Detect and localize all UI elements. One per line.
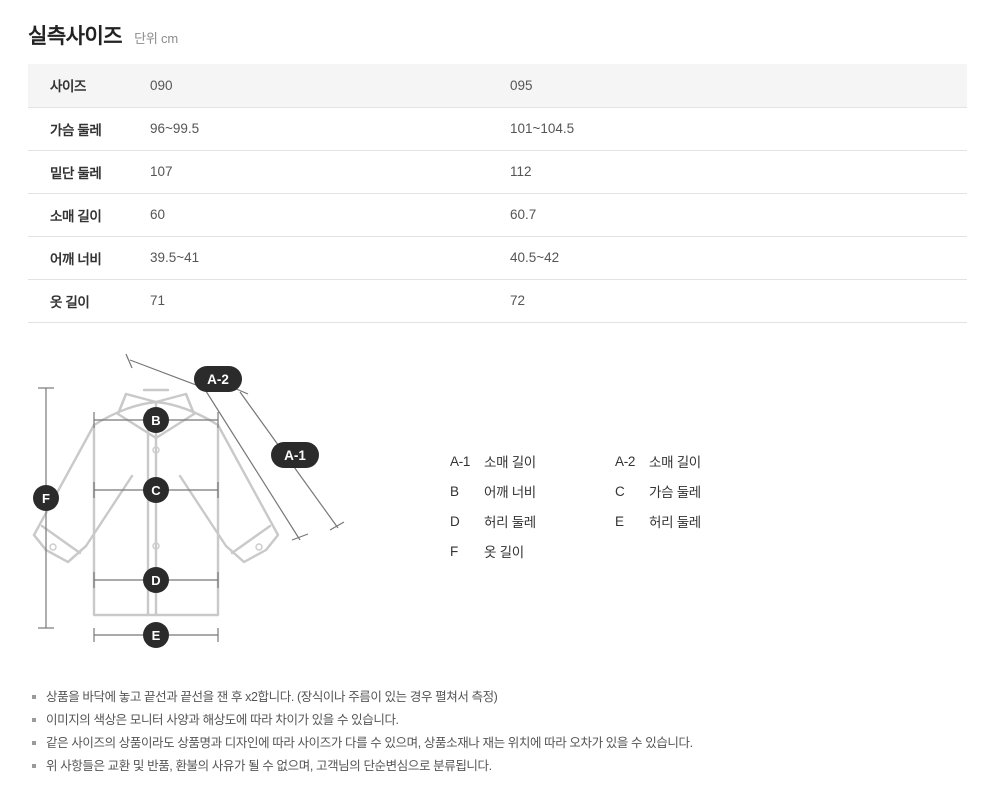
legend-item-f: F 옷 길이 [450,536,615,566]
size-table-body: 사이즈 090 095 가슴 둘레 96~99.5 101~104.5 밑단 둘… [28,64,967,323]
bullet-icon [32,741,36,745]
marker-c-label: C [151,483,161,498]
row-label: 가슴 둘레 [28,107,150,151]
legend-code: C [615,483,625,499]
legend-label: 소매 길이 [649,455,701,470]
footnote-text: 같은 사이즈의 상품이라도 상품명과 디자인에 따라 사이즈가 다를 수 있으며… [46,736,693,750]
table-row: 가슴 둘레 96~99.5 101~104.5 [28,107,967,151]
measurement-legend: A-1 소매 길이 A-2 소매 길이 B 어깨 너비 C 가슴 둘레 D 허리… [450,446,850,566]
cell-size-090: 96~99.5 [150,107,510,151]
bullet-icon [32,718,36,722]
table-row-header: 사이즈 090 095 [28,64,967,108]
footnote-item: 같은 사이즈의 상품이라도 상품명과 디자인에 따라 사이즈가 다를 수 있으며… [30,732,960,754]
marker-a1-badge: A-1 [271,442,319,468]
marker-b-label: B [151,413,160,428]
marker-a2-label: A-2 [207,372,229,387]
marker-f-label: F [42,491,50,506]
marker-a1-label: A-1 [284,448,306,463]
footnotes: 상품을 바닥에 놓고 끝선과 끝선을 잰 후 x2합니다. (장식이나 주름이 … [30,686,960,778]
legend-item-a2: A-2 소매 길이 [615,446,780,476]
legend-code: B [450,483,459,499]
measurement-diagram: F B C D E A-2 [28,350,428,660]
marker-e-label: E [152,628,161,643]
marker-c-badge: C [143,477,169,503]
marker-e-badge: E [143,622,169,648]
legend-code: A-2 [615,453,636,469]
row-label: 옷 길이 [28,279,150,323]
row-label: 밑단 둘레 [28,150,150,194]
unit-label: 단위 cm [134,31,178,46]
cell-size-095: 101~104.5 [510,107,967,151]
marker-d-label: D [151,573,160,588]
legend-label: 어깨 너비 [484,485,536,500]
footnote-text: 위 사항들은 교환 및 반품, 환불의 사유가 될 수 없으며, 고객님의 단순… [46,759,492,773]
legend-code: A-1 [450,453,471,469]
legend-label: 가슴 둘레 [649,485,701,500]
cell-size-090: 60 [150,193,510,237]
cell-size-095: 60.7 [510,193,967,237]
marker-b-badge: B [143,407,169,433]
legend-label: 허리 둘레 [649,515,701,530]
legend-label: 소매 길이 [484,455,536,470]
legend-item-b: B 어깨 너비 [450,476,615,506]
footnote-item: 위 사항들은 교환 및 반품, 환불의 사유가 될 수 없으며, 고객님의 단순… [30,755,960,777]
legend-label: 옷 길이 [484,545,524,560]
marker-a2-badge: A-2 [194,366,242,392]
cell-size-090: 71 [150,279,510,323]
page-title: 실측사이즈 [28,25,123,48]
legend-code: D [450,513,460,529]
marker-badges: F B C D E A-2 [33,366,319,648]
cell-size-095: 72 [510,279,967,323]
legend-label: 허리 둘레 [484,515,536,530]
footnote-item: 상품을 바닥에 놓고 끝선과 끝선을 잰 후 x2합니다. (장식이나 주름이 … [30,686,960,708]
table-row: 옷 길이 71 72 [28,279,967,323]
legend-item-d: D 허리 둘레 [450,506,615,536]
cell-size-095: 112 [510,150,967,194]
footnote-text: 이미지의 색상은 모니터 사양과 해상도에 따라 차이가 있을 수 있습니다. [46,713,399,727]
row-label: 어깨 너비 [28,236,150,280]
cell-size-090: 090 [150,64,510,108]
cell-size-095: 095 [510,64,967,108]
bullet-icon [32,764,36,768]
marker-d-badge: D [143,567,169,593]
cell-size-090: 39.5~41 [150,236,510,280]
legend-item-a1: A-1 소매 길이 [450,446,615,476]
legend-code: F [450,543,458,559]
legend-grid: A-1 소매 길이 A-2 소매 길이 B 어깨 너비 C 가슴 둘레 D 허리… [450,446,850,566]
marker-f-badge: F [33,485,59,511]
row-label: 소매 길이 [28,193,150,237]
cell-size-095: 40.5~42 [510,236,967,280]
dimension-lines [38,353,345,642]
bullet-icon [32,695,36,699]
legend-item-c: C 가슴 둘레 [615,476,780,506]
legend-code: E [615,513,624,529]
table-row: 밑단 둘레 107 112 [28,150,967,194]
table-row: 어깨 너비 39.5~41 40.5~42 [28,236,967,280]
cell-size-090: 107 [150,150,510,194]
page-title-row: 실측사이즈 단위 cm [28,20,178,50]
row-label: 사이즈 [28,64,150,108]
legend-spacer [615,536,780,566]
footnote-text: 상품을 바닥에 놓고 끝선과 끝선을 잰 후 x2합니다. (장식이나 주름이 … [46,690,498,704]
legend-item-e: E 허리 둘레 [615,506,780,536]
footnote-item: 이미지의 색상은 모니터 사양과 해상도에 따라 차이가 있을 수 있습니다. [30,709,960,731]
table-row: 소매 길이 60 60.7 [28,193,967,237]
size-table: 사이즈 090 095 가슴 둘레 96~99.5 101~104.5 밑단 둘… [28,64,967,323]
